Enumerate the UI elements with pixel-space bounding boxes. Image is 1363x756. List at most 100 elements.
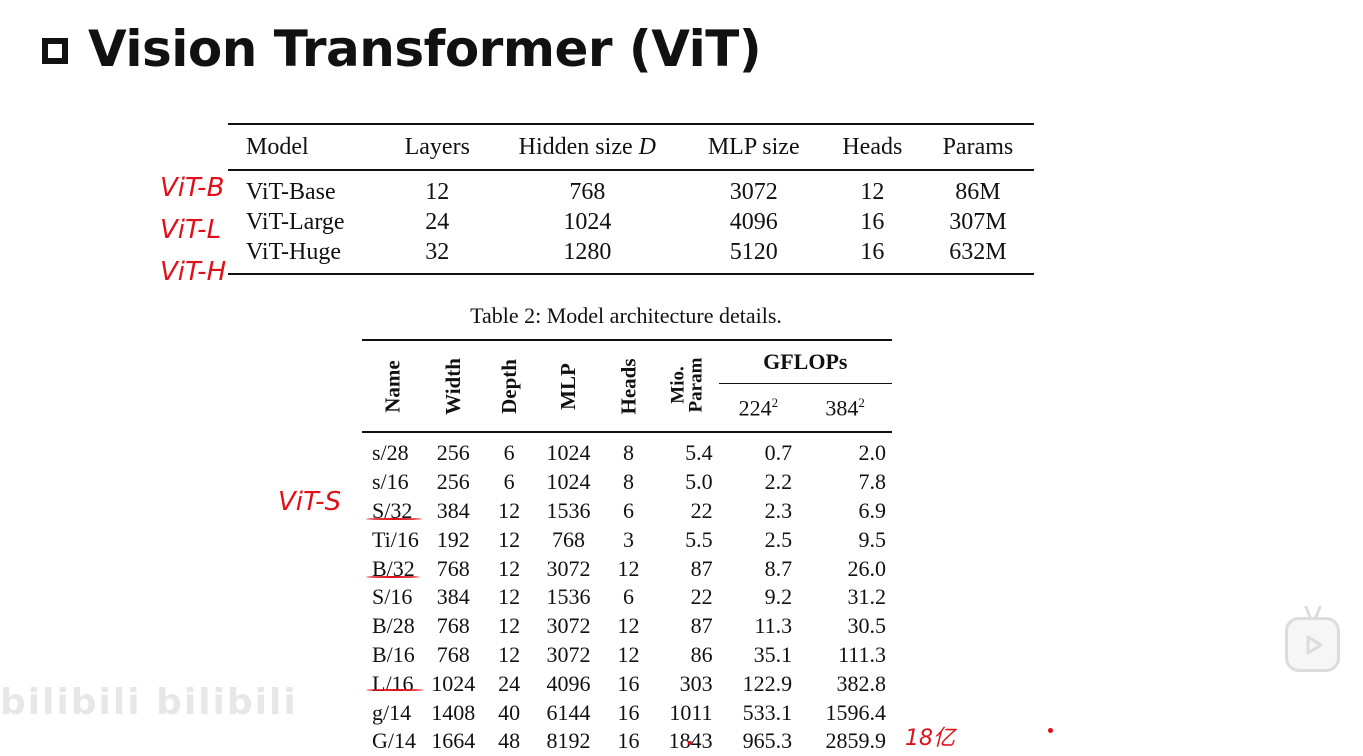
table2-cell: 1536	[546, 497, 591, 523]
table1-cell: 632M	[921, 237, 1034, 275]
annotation-vit-b: ViT-B	[160, 173, 225, 203]
annotation-dot-small	[688, 741, 692, 745]
table1-cell: 12	[860, 178, 885, 205]
table2-cell: 26.0	[847, 555, 887, 581]
table2-cell: 1664	[431, 728, 476, 754]
table2-cell: 1536	[546, 584, 591, 610]
table2-cell: 12	[498, 584, 521, 610]
variant-name-cell: Ti/16	[372, 526, 419, 552]
play-button[interactable]	[1285, 617, 1340, 672]
play-button-ears-icon	[1304, 606, 1322, 618]
table2-cell: 12	[498, 555, 521, 581]
table2-cell: 384	[436, 584, 470, 610]
variant-name-cell: B/28	[372, 613, 415, 639]
table2-row: B/32 768 12 3072 12 87 8.7 26.0	[362, 554, 892, 583]
table2-cell: 2.2	[764, 469, 793, 495]
table2-cell: 122.9	[742, 670, 793, 696]
table2-cell: 12	[498, 526, 521, 552]
table2-cell: 3	[623, 526, 635, 552]
table2-cell: 35.1	[753, 641, 793, 667]
col-mio-param: Mio. Param	[656, 339, 719, 433]
table2-cell: 768	[436, 555, 470, 581]
col-model: Model	[228, 123, 385, 171]
col-gflops: GFLOPs	[718, 339, 892, 384]
table2-cell: 22	[690, 497, 713, 523]
annotation-vit-l: ViT-L	[160, 215, 222, 245]
table2-cell: 9.5	[858, 526, 887, 552]
table2-row: S/16 384 12 1536 6 22 9.2 31.2	[362, 583, 892, 612]
table2-cell: 12	[617, 555, 640, 581]
variant-name-cell: s/28	[372, 440, 409, 466]
table2-cell: 12	[498, 613, 521, 639]
table2-row: s/28 256 6 1024 8 5.4 0.7 2.0	[362, 432, 892, 468]
table2-cell: 5.0	[685, 469, 713, 495]
table2-row: B/16 768 12 3072 12 86 35.1 111.3	[362, 641, 892, 670]
underline-s32	[366, 518, 422, 520]
table1-cell: 32	[384, 237, 491, 275]
table2-cell: 86	[690, 641, 713, 667]
variant-name-cell: S/16	[372, 584, 413, 610]
table2-cell: 16	[617, 699, 640, 725]
table2-cell: 16	[617, 728, 640, 754]
variant-name-cell: G/14	[372, 728, 416, 754]
table1-cell: 86M	[955, 178, 1001, 205]
annotation-vit-s: ViT-S	[278, 487, 342, 517]
table2-cell: 8192	[546, 728, 591, 754]
underline-l16	[366, 689, 424, 691]
table2-row: L/16 1024 24 4096 16 303 122.9 382.8	[362, 669, 892, 698]
table2-cell: 7.8	[858, 469, 887, 495]
table2-cell: 12	[617, 613, 640, 639]
col-hidden-size-label: Hidden size D	[518, 133, 656, 160]
model-name-cell: ViT-Large	[246, 208, 345, 235]
table2-cell: 5.4	[685, 440, 713, 466]
table2-cell: 0.7	[764, 440, 793, 466]
table2-cell: 8	[623, 440, 635, 466]
annotation-vit-h: ViT-H	[160, 257, 227, 287]
col-heads: Heads	[600, 339, 657, 433]
vit-variants-table: Name Width Depth MLP Heads Mio. Param GFL…	[362, 339, 892, 756]
table2-cell: 3072	[546, 555, 591, 581]
table2-cell: 6	[623, 584, 635, 610]
col-hidden-size: Hidden size D	[490, 123, 685, 171]
table2-cell: 768	[552, 526, 586, 552]
variant-name-cell: S/32	[372, 497, 413, 523]
model-name-cell: ViT-Huge	[228, 237, 385, 275]
square-bullet-icon	[42, 38, 68, 64]
table2-row: s/16 256 6 1024 8 5.0 2.2 7.8	[362, 468, 892, 497]
table2-cell: 16	[617, 670, 640, 696]
table1-row: ViT-Large 24 1024 4096 16 307M	[228, 207, 1034, 237]
table2-cell: 2859.9	[825, 728, 887, 754]
table2-cell: 2.0	[858, 440, 887, 466]
table2-cell: 11.3	[754, 613, 793, 639]
model-name-cell: ViT-Base	[246, 178, 336, 205]
table2-cell: 1408	[431, 699, 476, 725]
table2-cell: 4096	[546, 670, 591, 696]
watermark: bilibili bilibili	[0, 682, 298, 723]
table2-cell: 1024	[546, 469, 591, 495]
table2-cell: 1011	[669, 699, 713, 725]
play-icon	[1306, 635, 1322, 654]
variant-name-cell: B/32	[372, 555, 415, 581]
table2-cell: 384	[436, 497, 470, 523]
table1-cell: 5120	[684, 237, 823, 275]
col-mlp-size: MLP size	[684, 123, 823, 171]
table-caption: Table 2: Model architecture details.	[470, 303, 782, 328]
table2-cell: 192	[436, 526, 470, 552]
table2-cell: 87	[690, 613, 713, 639]
table2-cell: 6	[623, 497, 635, 523]
table2-cell: 12	[617, 641, 640, 667]
table1-cell: 1280	[490, 237, 685, 275]
col-width: Width	[424, 339, 482, 433]
table1-cell: 16	[822, 237, 922, 275]
col-params: Params	[921, 123, 1034, 171]
table1-row: ViT-Huge 32 1280 5120 16 632M	[228, 237, 1034, 275]
table2-cell: 6	[503, 440, 515, 466]
table2-cell: 6.9	[858, 497, 887, 523]
table2-cell: 2.3	[764, 497, 793, 523]
table2-cell: 965.3	[742, 728, 793, 754]
annotation-g14-note: 18亿	[905, 726, 955, 751]
table1-cell: 12	[425, 178, 450, 205]
table2-row: g/14 1408 40 6144 16 1011 533.1 1596.4	[362, 698, 892, 727]
table2-cell: 1843	[657, 727, 719, 756]
mio-line2: Param	[685, 357, 707, 413]
